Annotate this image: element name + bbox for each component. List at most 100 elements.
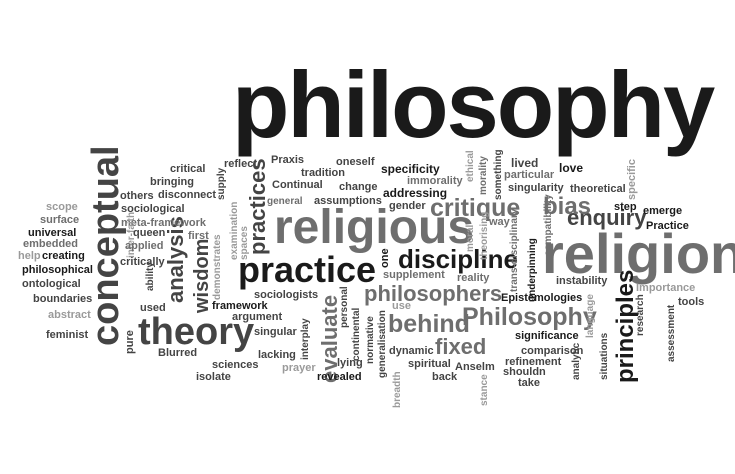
word-sociologists: sociologists bbox=[254, 289, 319, 301]
word-spaces: spaces bbox=[239, 226, 250, 260]
word-critical: critical bbox=[170, 163, 206, 175]
word-theory: theory bbox=[138, 311, 255, 353]
word-situations: situations bbox=[599, 332, 610, 380]
word-Philosophy: Philosophy bbox=[462, 303, 597, 331]
word-interplay: interplay bbox=[300, 318, 311, 360]
word-used: used bbox=[140, 302, 166, 314]
word-behind: behind bbox=[388, 310, 470, 338]
word-something: something bbox=[493, 149, 504, 200]
word-specific: specific bbox=[626, 159, 638, 200]
word-singular: singular bbox=[254, 326, 297, 338]
word-practices: practices bbox=[245, 158, 270, 255]
word-analytic: analytic bbox=[571, 342, 582, 380]
word-supplement: supplement bbox=[383, 269, 445, 281]
word-personal: personal bbox=[339, 286, 350, 328]
word-argument: argument bbox=[232, 311, 283, 323]
word-back: back bbox=[432, 371, 458, 383]
word-ethical: ethical bbox=[465, 150, 476, 182]
word-first: first bbox=[188, 230, 209, 242]
word-Anselm: Anselm bbox=[455, 361, 495, 373]
word-wisdom: wisdom bbox=[191, 238, 213, 313]
word-significance: significance bbox=[515, 330, 579, 342]
word-oneself: oneself bbox=[336, 156, 375, 168]
word-bringing: bringing bbox=[150, 176, 194, 188]
word-compatibility: compatibility bbox=[543, 194, 554, 256]
word-critically: critically bbox=[120, 256, 165, 268]
word-lying: lying bbox=[337, 357, 363, 369]
word-ontological: ontological bbox=[22, 278, 81, 290]
word-abstract: abstract bbox=[48, 309, 91, 321]
word-refinement: refinement bbox=[505, 356, 562, 368]
word-feminist: feminist bbox=[46, 329, 89, 341]
word-one: one bbox=[379, 248, 391, 268]
word-philosophy: philosophy bbox=[232, 52, 715, 157]
word-morality: morality bbox=[478, 156, 489, 195]
word-supply: supply bbox=[216, 167, 227, 200]
word-prayer: prayer bbox=[282, 362, 316, 374]
word-evaluate: evaluate bbox=[317, 294, 342, 383]
word-philosophical: philosophical bbox=[22, 264, 93, 276]
word-Blurred: Blurred bbox=[158, 347, 198, 359]
word-change: change bbox=[339, 181, 378, 193]
word-way: way bbox=[489, 216, 510, 228]
word-stance: stance bbox=[479, 374, 490, 406]
word-immorality: immorality bbox=[407, 175, 463, 187]
word-practice: practice bbox=[238, 249, 377, 290]
word-bias: bias bbox=[543, 193, 592, 220]
word-singularity: singularity bbox=[508, 182, 564, 194]
word-assumptions: assumptions bbox=[314, 195, 382, 207]
word-addressing: addressing bbox=[383, 186, 448, 200]
word-framework: framework bbox=[212, 300, 268, 312]
word-specificity: specificity bbox=[381, 162, 440, 176]
word-enquiry: enquiry bbox=[567, 205, 647, 230]
word-Epistemologies: Epistemologies bbox=[501, 292, 583, 304]
word-critique: critique bbox=[430, 194, 521, 222]
word-discipline: discipline bbox=[398, 244, 518, 274]
word-boundaries: boundaries bbox=[33, 293, 93, 305]
word-Practice: Practice bbox=[646, 220, 689, 232]
word-religious: religious bbox=[274, 201, 475, 254]
word-particular: particular bbox=[504, 169, 555, 181]
word-moral: moral bbox=[465, 224, 476, 252]
word-continental: continental bbox=[351, 307, 362, 361]
word-assessment: assessment bbox=[666, 304, 677, 362]
word-step: step bbox=[614, 201, 637, 213]
word-philosophers: philosophers bbox=[364, 281, 503, 306]
word-scope: scope bbox=[46, 201, 78, 213]
word-creating: creating bbox=[42, 250, 85, 262]
word-reflect: reflect bbox=[224, 158, 258, 170]
word-dynamic: dynamic bbox=[389, 345, 434, 357]
word-general: general bbox=[267, 196, 303, 207]
word-revealed: revealed bbox=[317, 371, 362, 383]
word-disconnect: disconnect bbox=[158, 189, 217, 201]
word-Importance: Importance bbox=[636, 282, 696, 294]
word-isolate: isolate bbox=[196, 371, 231, 383]
word-lived: lived bbox=[511, 156, 539, 170]
word-surface: surface bbox=[40, 214, 80, 226]
word-religion: religion bbox=[542, 222, 735, 285]
word-instability: instability bbox=[556, 275, 608, 287]
word-reality: reality bbox=[457, 272, 490, 284]
word-universal: universal bbox=[28, 227, 77, 239]
word-research: research bbox=[635, 294, 646, 336]
word-conceptual: conceptual bbox=[85, 145, 127, 346]
word-language: language bbox=[585, 294, 596, 338]
word-spiritual: spiritual bbox=[408, 358, 451, 370]
word-applied: applied bbox=[125, 240, 164, 252]
word-fixed: fixed bbox=[435, 334, 487, 359]
word-pure: pure bbox=[124, 330, 136, 354]
word-gender: gender bbox=[389, 200, 426, 212]
word-queen: queen bbox=[133, 227, 166, 239]
word-Praxis: Praxis bbox=[271, 154, 305, 166]
word-breadth: breadth bbox=[392, 371, 403, 408]
word-ability: ability bbox=[145, 262, 156, 291]
word-analysis: analysis bbox=[163, 216, 188, 303]
word-love: love bbox=[559, 161, 584, 175]
word-others: others bbox=[120, 190, 154, 202]
word-lacking: lacking bbox=[258, 349, 296, 361]
word-sciences: sciences bbox=[212, 359, 259, 371]
word-sociological: sociological bbox=[121, 203, 185, 215]
word-generalisation: generalisation bbox=[377, 310, 388, 378]
word-trans-disciplinary: trans-disciplinary bbox=[509, 208, 520, 292]
word-Continual: Continual bbox=[272, 179, 323, 191]
